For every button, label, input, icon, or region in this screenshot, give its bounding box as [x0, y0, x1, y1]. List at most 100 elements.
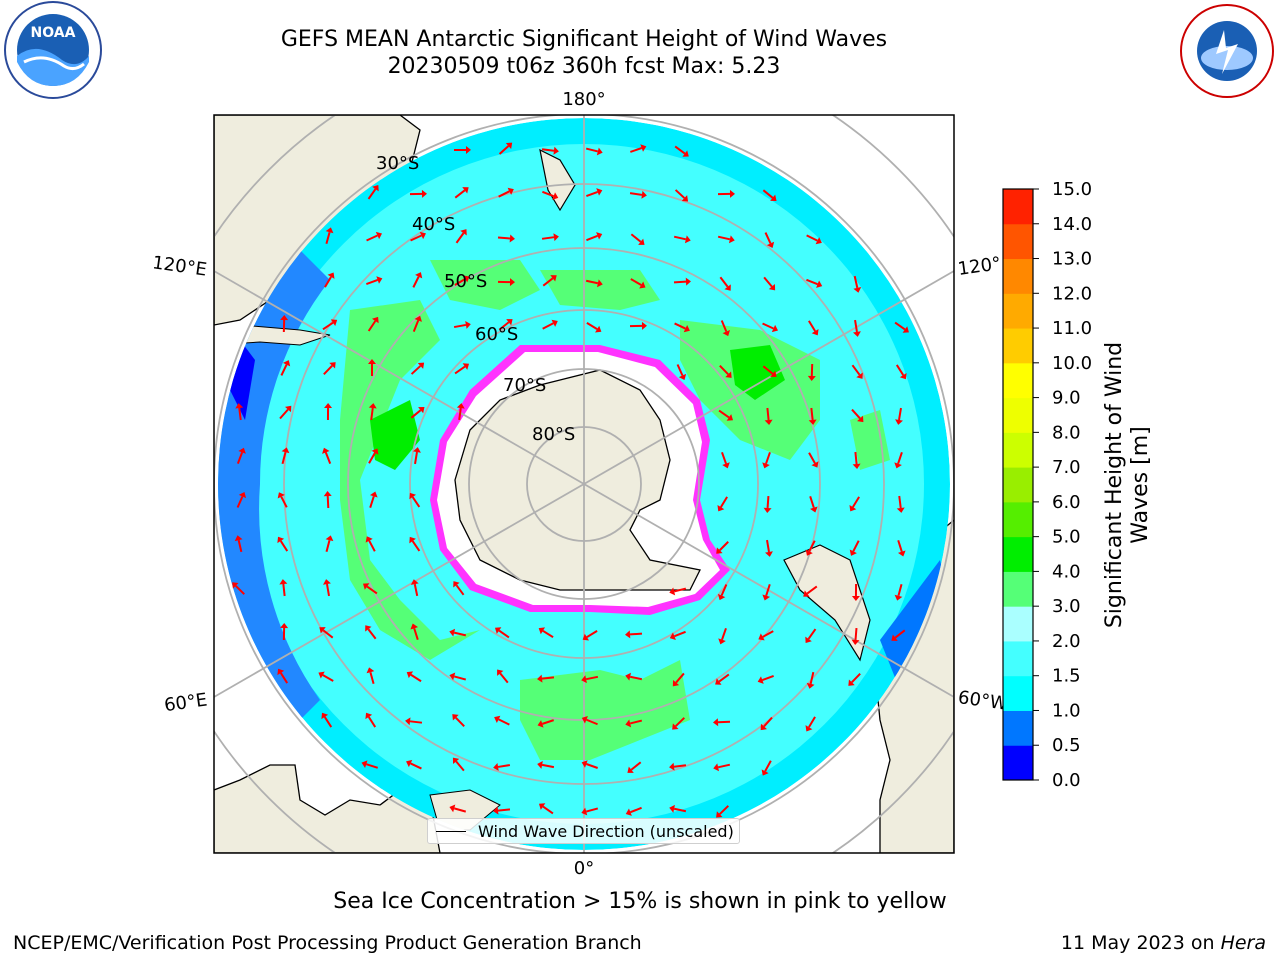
wave-direction-arrow: [318, 671, 334, 682]
wave-direction-arrow: [718, 628, 727, 645]
wave-direction-arrow: [895, 364, 907, 380]
wave-direction-arrow: [581, 675, 599, 684]
wave-direction-arrow: [319, 627, 334, 639]
wave-direction-arrow: [413, 447, 421, 465]
colorbar-swatch: [1003, 606, 1033, 642]
colorbar-swatch: [1003, 710, 1033, 746]
wave-direction-arrow: [851, 364, 863, 379]
wave-direction-arrow: [717, 189, 735, 198]
wave-direction-arrow: [323, 362, 336, 376]
wave-direction-arrow: [453, 581, 465, 596]
colorbar-swatch: [1003, 501, 1033, 538]
wave-direction-arrow: [758, 630, 774, 641]
wave-direction-arrow: [895, 407, 903, 425]
wave-direction-arrow: [716, 541, 729, 554]
wave-direction-arrow: [541, 146, 559, 155]
wave-direction-arrow: [365, 712, 377, 728]
legend-label: Wind Wave Direction (unscaled): [478, 822, 734, 841]
wave-direction-arrow: [625, 630, 643, 639]
wave-direction-arrow: [493, 762, 511, 771]
wave-direction-arrow: [406, 671, 422, 683]
colorbar-tick-label: 0.5: [1052, 735, 1081, 756]
wave-direction-arrow: [449, 804, 467, 813]
wave-direction-arrow: [367, 359, 376, 377]
wave-direction-arrow: [625, 719, 643, 728]
wave-direction-arrow: [410, 362, 425, 375]
wave-direction-arrow: [851, 627, 860, 645]
wave-direction-arrow: [894, 451, 903, 469]
wave-direction-arrow: [497, 669, 509, 684]
colorbar-swatch: [1003, 223, 1033, 260]
wave-direction-arrow: [853, 275, 862, 293]
colorbar-tick-label: 11.0: [1052, 318, 1092, 339]
wave-direction-arrow: [453, 145, 471, 154]
wave-direction-arrow: [672, 672, 685, 687]
wave-direction-arrow: [715, 673, 730, 685]
wave-direction-arrow: [891, 629, 906, 641]
wind-wave-arrows: [232, 142, 909, 818]
wave-direction-arrow: [281, 447, 290, 465]
wave-direction-arrow: [764, 232, 775, 249]
wave-direction-arrow: [718, 409, 734, 421]
wave-direction-arrow: [674, 322, 690, 333]
wave-direction-arrow: [630, 278, 646, 289]
producer-credit: NCEP/EMC/Verification Post Processing Pr…: [13, 932, 642, 954]
wave-direction-arrow: [669, 630, 686, 640]
wave-direction-arrow: [851, 583, 860, 601]
wave-direction-arrow: [806, 278, 823, 288]
wave-direction-arrow: [630, 144, 647, 153]
wave-direction-arrow: [762, 189, 777, 201]
colorbar-swatch: [1003, 432, 1033, 468]
wave-direction-arrow: [405, 717, 423, 726]
run-date-text: 11 May 2023 on: [1060, 932, 1221, 954]
wave-direction-arrow: [849, 496, 860, 512]
sea-ice-note: Sea Ice Concentration > 15% is shown in …: [333, 889, 947, 914]
wave-direction-arrow: [455, 229, 467, 244]
colorbar-swatch: [1003, 745, 1033, 781]
wave-direction-arrow: [236, 447, 246, 464]
wave-direction-arrow: [498, 319, 513, 331]
wave-direction-arrow: [761, 760, 772, 776]
run-date: 11 May 2023 on Hera: [1061, 932, 1266, 954]
colorbar-tick-label: 2.0: [1052, 631, 1081, 652]
wave-direction-arrow: [325, 227, 334, 245]
wave-direction-arrow: [277, 536, 289, 552]
wave-direction-arrow: [805, 716, 816, 732]
svg-text:NOAA: NOAA: [31, 25, 76, 41]
wave-direction-arrow: [494, 627, 510, 639]
colorbar-tick-label: 6.0: [1052, 492, 1081, 513]
wave-direction-arrow: [322, 319, 338, 331]
colorbar-swatch: [1003, 536, 1033, 572]
wave-direction-arrow: [716, 805, 730, 818]
wave-direction-arrow: [494, 715, 510, 726]
lat-label: 50°S: [444, 271, 487, 292]
wave-direction-arrow: [363, 583, 378, 595]
wave-direction-arrow: [366, 231, 383, 242]
wave-direction-arrow: [361, 760, 379, 769]
wave-direction-arrow: [366, 667, 375, 685]
wave-direction-arrow: [410, 407, 425, 419]
wave-direction-arrow: [807, 363, 816, 381]
lon-label-top: 180°: [562, 89, 605, 110]
colorbar-title-line1: Significant Height of Wind: [1102, 341, 1127, 629]
wave-direction-arrow: [581, 716, 598, 726]
colorbar-swatch: [1003, 328, 1033, 364]
colorbar-tick-label: 4.0: [1052, 561, 1081, 582]
nws-logo: [1180, 4, 1274, 98]
wave-direction-arrow: [542, 319, 558, 330]
wave-direction-arrow: [452, 714, 465, 727]
wave-direction-arrow: [324, 272, 335, 288]
colorbar-swatch: [1003, 362, 1033, 399]
wave-direction-arrow: [368, 448, 379, 464]
wave-direction-arrow: [232, 582, 245, 595]
wave-direction-arrow: [896, 495, 905, 513]
wave-direction-arrow: [365, 625, 377, 640]
wave-direction-arrow: [894, 583, 903, 601]
wave-direction-arrow: [537, 674, 555, 683]
wave-direction-arrow: [412, 315, 422, 332]
lat-label: 80°S: [532, 424, 575, 445]
wave-direction-arrow: [234, 535, 243, 553]
noaa-logo: NOAA: [4, 1, 102, 99]
colorbar-tick-label: 0.0: [1052, 770, 1081, 791]
